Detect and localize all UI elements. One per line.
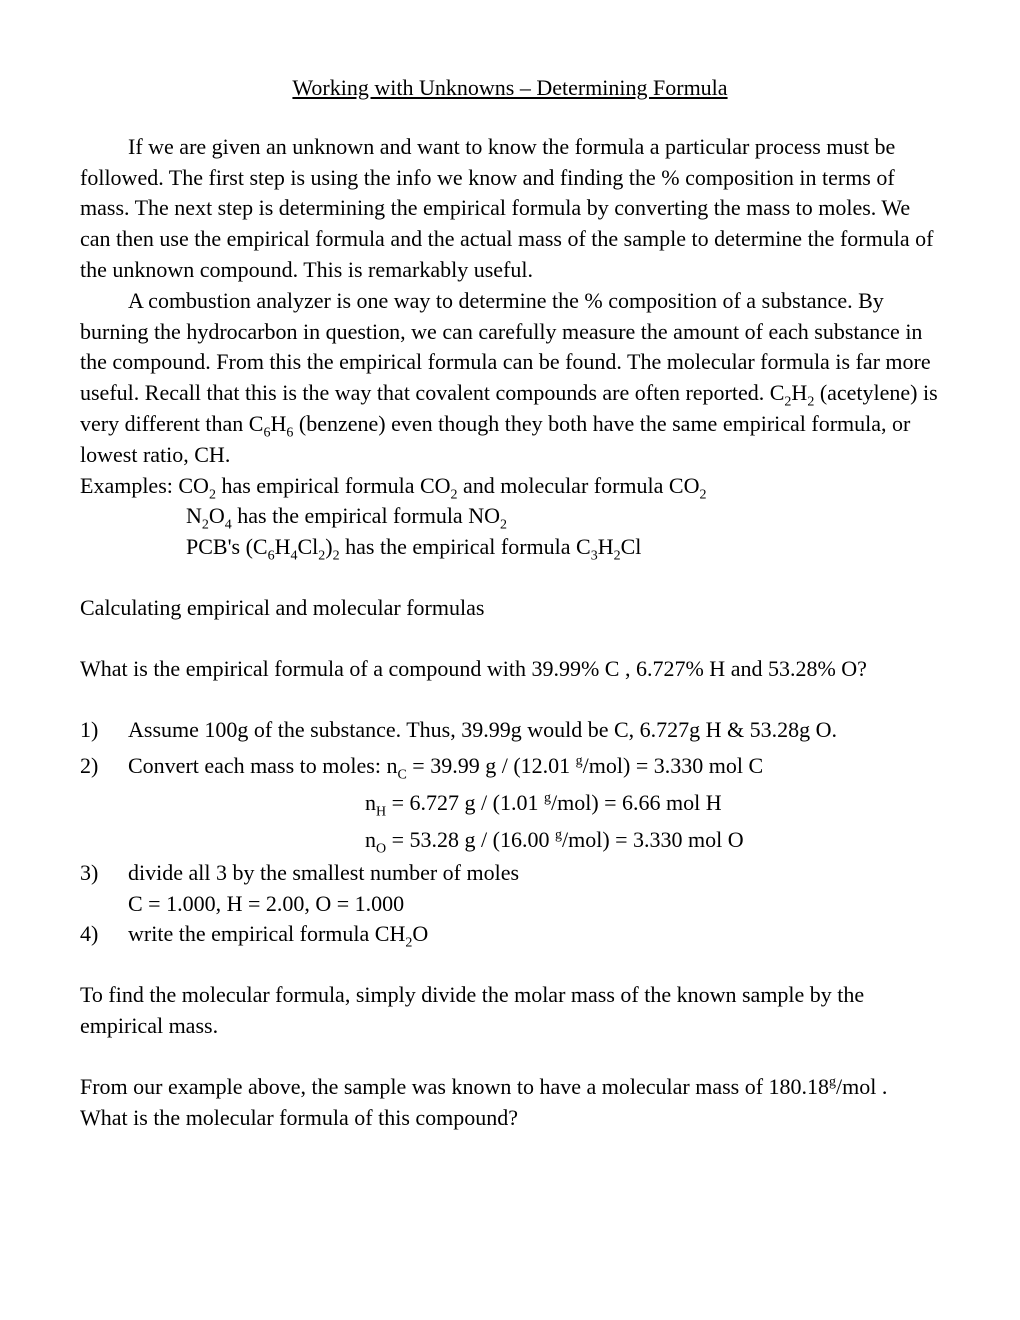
document-title: Working with Unknowns – Determining Form… [80, 73, 940, 104]
sub-c: C [397, 768, 406, 783]
ex2-part1: N [186, 503, 202, 528]
example-line-3: PCB's (C6H4Cl2)2 has the empirical formu… [80, 532, 940, 563]
step-3-text: divide all 3 by the smallest number of m… [128, 860, 519, 885]
step-2-calc-2: nH = 6.727 g / (1.01 g/mol) = 6.66 mol H [80, 788, 940, 819]
step-3-sub: C = 1.000, H = 2.00, O = 1.000 [80, 889, 940, 920]
step-number: 1) [80, 715, 128, 746]
step-2-text-c: /mol) = 3.330 mol C [583, 753, 763, 778]
calc2-b: = 6.727 g / (1.01 [386, 790, 544, 815]
sub-2: 2 [500, 518, 507, 533]
paragraph-1: If we are given an unknown and want to k… [80, 132, 940, 286]
examples-label: Examples: [80, 473, 173, 498]
question: What is the empirical formula of a compo… [80, 654, 940, 685]
sup-g: g [576, 754, 583, 769]
para4-a: From our example above, the sample was k… [80, 1074, 829, 1099]
step-number: 4) [80, 919, 128, 950]
example-line-2: N2O4 has the empirical formula NO2 [80, 501, 940, 532]
examples-block: Examples: CO2 has empirical formula CO2 … [80, 471, 940, 563]
step-4-text-b: O [412, 921, 428, 946]
paragraph-4: From our example above, the sample was k… [80, 1072, 940, 1134]
spacer [80, 685, 940, 715]
step-1: 1)Assume 100g of the substance. Thus, 39… [80, 715, 940, 746]
sup-g: g [829, 1074, 836, 1089]
spacer [80, 1042, 940, 1072]
section-heading: Calculating empirical and molecular form… [80, 593, 940, 624]
ex3-part1: PCB's (C [186, 534, 268, 559]
calc3-c: /mol) = 3.330 mol O [562, 827, 744, 852]
sub-o: O [376, 841, 386, 856]
step-2-text-b: = 39.99 g / (12.01 [407, 753, 576, 778]
spacer [80, 624, 940, 654]
step-4-text-a: write the empirical formula CH [128, 921, 405, 946]
step-2-calc-3: nO = 53.28 g / (16.00 g/mol) = 3.330 mol… [80, 825, 940, 856]
sub-4: 4 [291, 549, 298, 564]
sub-2: 2 [202, 518, 209, 533]
calc3-b: = 53.28 g / (16.00 [386, 827, 555, 852]
ex3-part6: H [598, 534, 614, 559]
ex3-part5: has the empirical formula C [340, 534, 591, 559]
spacer [80, 563, 940, 593]
step-1-text: Assume 100g of the substance. Thus, 39.9… [128, 717, 837, 742]
sub-2: 2 [209, 487, 216, 502]
spacer [80, 950, 940, 980]
steps-block: 1)Assume 100g of the substance. Thus, 39… [80, 715, 940, 951]
step-number: 3) [80, 858, 128, 889]
paragraph-3: To find the molecular formula, simply di… [80, 980, 940, 1042]
step-number: 2) [80, 751, 128, 782]
sub-3: 3 [591, 549, 598, 564]
step-3: 3)divide all 3 by the smallest number of… [80, 858, 940, 889]
calc2-c: /mol) = 6.66 mol H [551, 790, 722, 815]
sub-2: 2 [333, 549, 340, 564]
ex2-part3: has the empirical formula NO [232, 503, 500, 528]
ex1-part3: and molecular formula CO [458, 473, 700, 498]
sub-6: 6 [268, 549, 275, 564]
calc2-a: n [365, 790, 376, 815]
sup-g: g [544, 791, 551, 806]
sub-2: 2 [451, 487, 458, 502]
sub-2: 2 [699, 487, 706, 502]
ex1-part2: has empirical formula CO [216, 473, 451, 498]
calc3-a: n [365, 827, 376, 852]
ex3-part3: Cl [298, 534, 319, 559]
ex2-part2: O [209, 503, 225, 528]
sub-4: 4 [225, 518, 232, 533]
sub-h: H [376, 805, 386, 820]
sup-g: g [555, 828, 562, 843]
paragraph-2: A combustion analyzer is one way to dete… [80, 286, 940, 471]
step-4: 4)write the empirical formula CH2O [80, 919, 940, 950]
ex3-part2: H [275, 534, 291, 559]
ex3-part4: ) [325, 534, 332, 559]
text: H [270, 411, 286, 436]
sub-2: 2 [614, 549, 621, 564]
text: H [791, 380, 807, 405]
step-2-text-a: Convert each mass to moles: n [128, 753, 397, 778]
ex1-part1: CO [178, 473, 209, 498]
step-2: 2)Convert each mass to moles: nC = 39.99… [80, 751, 940, 782]
example-line-1: Examples: CO2 has empirical formula CO2 … [80, 471, 940, 502]
ex3-part7: Cl [621, 534, 642, 559]
